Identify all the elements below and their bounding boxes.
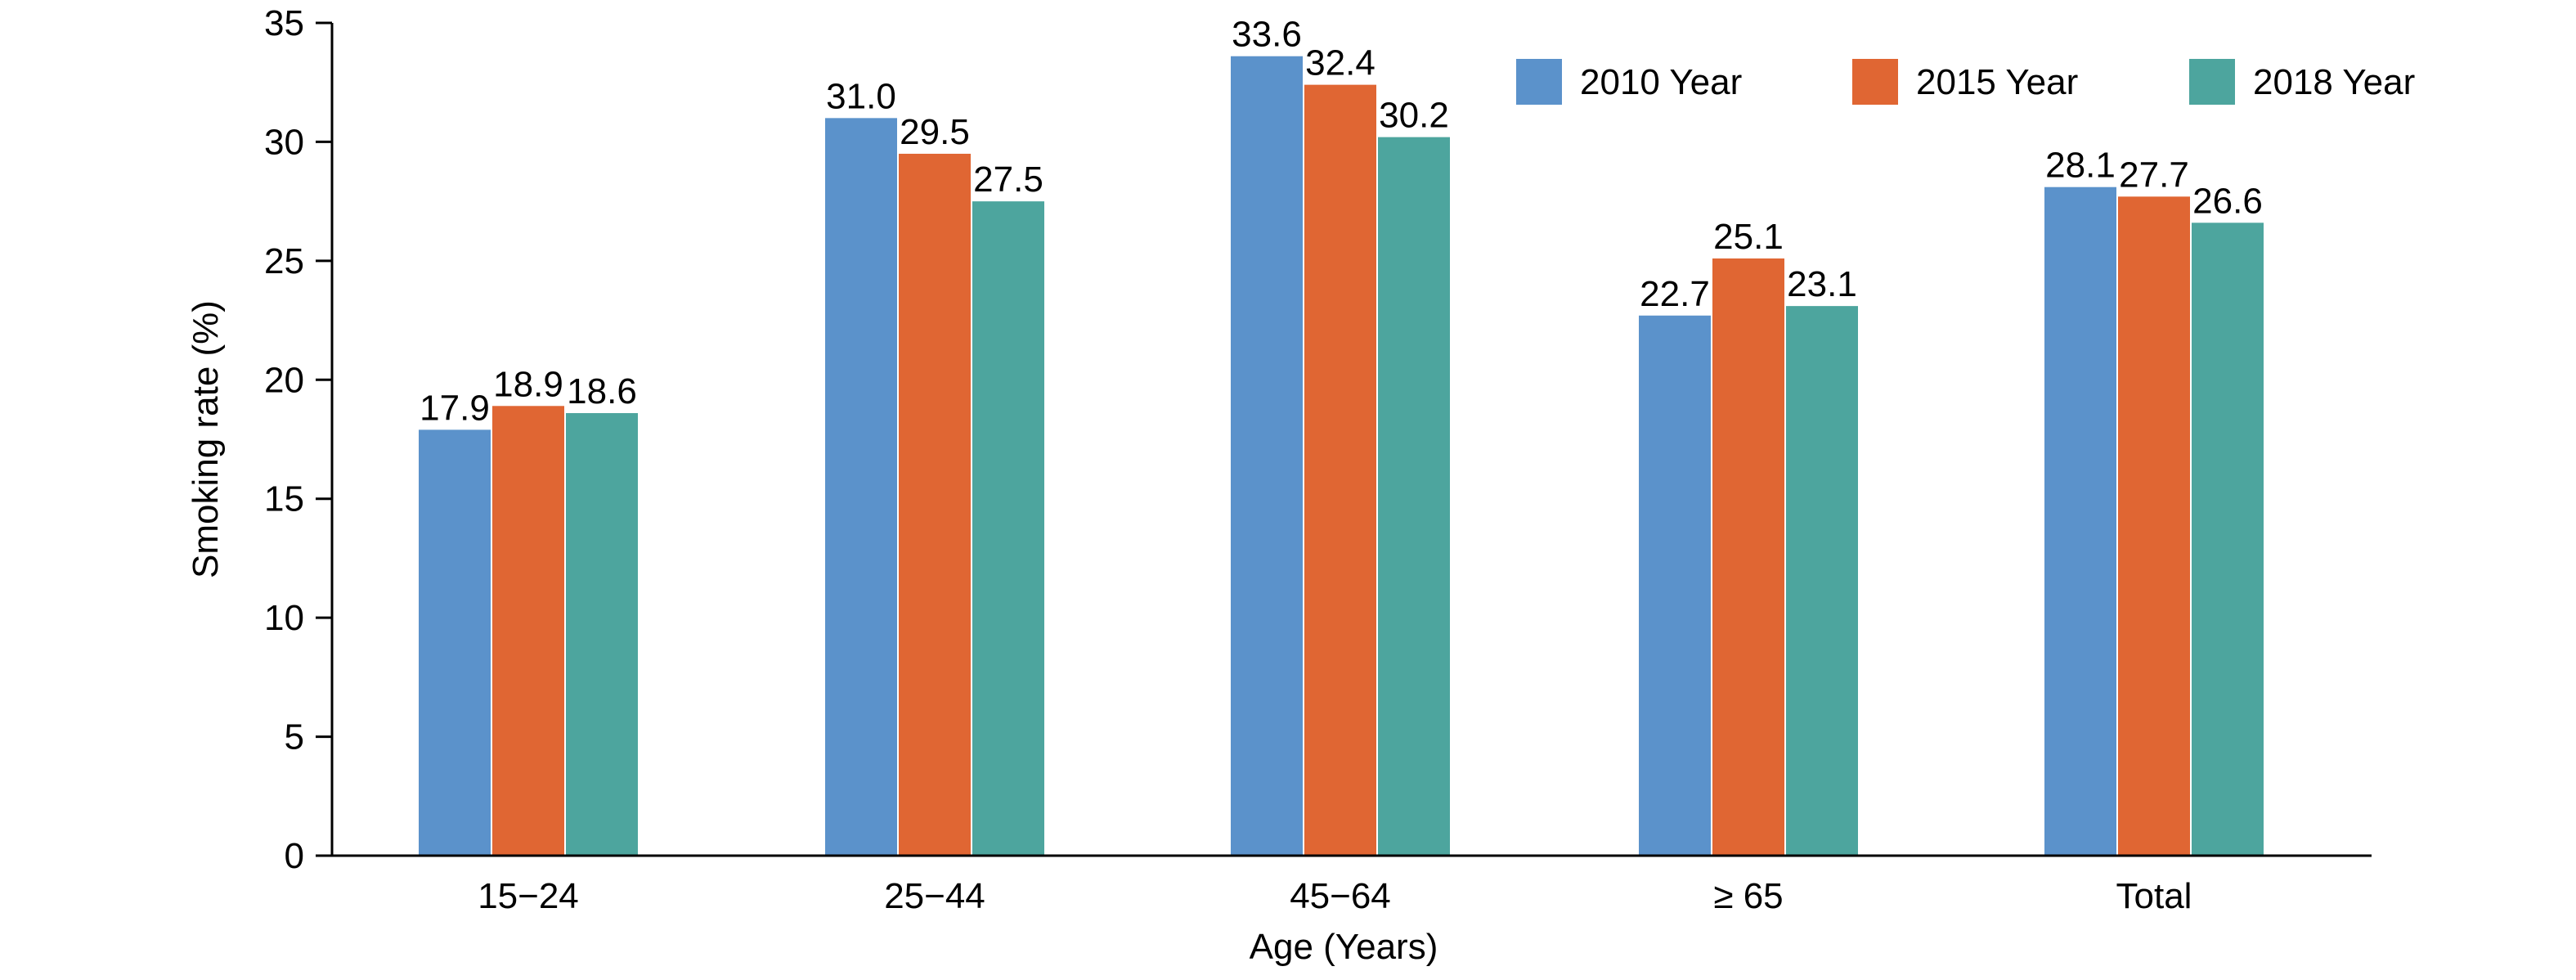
x-ticks: 15−24 25−44 45−64 ≥ 65 Total	[478, 876, 2192, 916]
legend-swatch	[2189, 59, 2235, 105]
x-tick-label: ≥ 65	[1713, 876, 1783, 916]
bar-value-label: 22.7	[1640, 274, 1710, 314]
x-tick-label: 45−64	[1290, 876, 1391, 916]
bar-value-label: 25.1	[1713, 217, 1784, 257]
y-tick-label: 0	[285, 836, 304, 876]
bar-value-label: 18.6	[567, 371, 637, 411]
y-ticks: 0 5 10 15 20 25 30 35	[264, 3, 332, 876]
bar-value-label: 32.4	[1305, 43, 1376, 83]
legend-label: 2015 Year	[1916, 62, 2078, 102]
bar-value-label: 31.0	[826, 76, 896, 116]
data-labels: 17.9 31.0 33.6 22.7 28.1 18.9 29.5 32.4 25.1 27.7…	[420, 15, 2263, 429]
x-axis-title: Age (Years)	[1250, 927, 1438, 967]
y-tick-label: 10	[264, 598, 304, 638]
legend-swatch	[1852, 59, 1898, 105]
bar	[899, 153, 971, 856]
bar-value-label: 27.5	[973, 160, 1043, 200]
x-tick-label: 15−24	[478, 876, 579, 916]
bar	[566, 413, 638, 856]
bar-value-label: 27.7	[2119, 155, 2189, 195]
bar	[972, 201, 1044, 856]
bar-value-label: 18.9	[493, 364, 563, 404]
legend-label: 2010 Year	[1580, 62, 1742, 102]
bar	[1639, 315, 1711, 856]
bar	[419, 429, 491, 856]
bar-value-label: 17.9	[420, 388, 490, 428]
y-tick-label: 35	[264, 3, 304, 43]
y-tick-label: 25	[264, 241, 304, 281]
legend-label: 2018 Year	[2253, 62, 2415, 102]
legend: 2010 Year 2015 Year 2018 Year	[1516, 59, 2415, 105]
axes-layer	[330, 23, 2372, 857]
bar-value-label: 23.1	[1787, 264, 1857, 304]
bar	[1786, 306, 1858, 856]
bars-layer	[419, 56, 2264, 856]
bar-value-label: 28.1	[2045, 146, 2116, 186]
bar-value-label: 33.6	[1232, 15, 1302, 55]
x-tick-label: 25−44	[884, 876, 985, 916]
bar	[825, 118, 897, 856]
y-tick-label: 15	[264, 479, 304, 519]
bar	[2192, 223, 2264, 856]
bar	[1712, 258, 1784, 856]
legend-swatch	[1516, 59, 1562, 105]
bar	[2118, 196, 2190, 856]
bar	[492, 406, 564, 856]
bar	[1304, 84, 1376, 856]
y-axis-title: Smoking rate (%)	[186, 300, 226, 578]
y-tick-label: 30	[264, 122, 304, 162]
bar	[1231, 56, 1303, 856]
bar-value-label: 26.6	[2192, 181, 2263, 221]
y-tick-label: 20	[264, 360, 304, 400]
y-tick-label: 5	[285, 717, 304, 757]
x-tick-label: Total	[2116, 876, 2192, 916]
bar	[1378, 137, 1450, 856]
bar-value-label: 30.2	[1379, 96, 1449, 136]
bar	[2044, 187, 2116, 856]
bar-value-label: 29.5	[900, 112, 970, 152]
